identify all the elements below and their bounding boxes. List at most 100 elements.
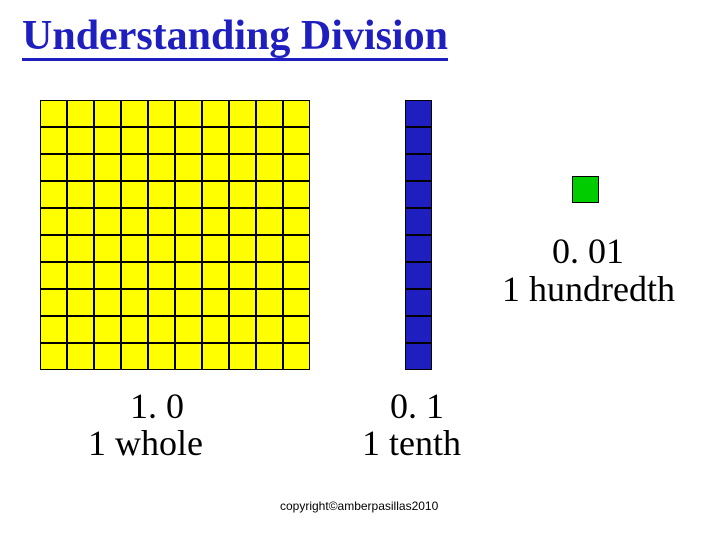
grid-cell	[40, 181, 67, 208]
grid-cell	[229, 343, 256, 370]
grid-cell	[94, 316, 121, 343]
grid-cell	[175, 100, 202, 127]
grid-cell	[405, 343, 432, 370]
grid-cell	[202, 289, 229, 316]
grid-cell	[121, 235, 148, 262]
grid-cell	[94, 208, 121, 235]
grid-cell	[94, 100, 121, 127]
grid-cell	[121, 208, 148, 235]
grid-cell	[148, 100, 175, 127]
grid-cell	[148, 127, 175, 154]
grid-cell	[229, 289, 256, 316]
grid-cell	[175, 127, 202, 154]
grid-cell	[229, 316, 256, 343]
grid-cell	[148, 154, 175, 181]
page-title: Understanding Division	[22, 14, 448, 61]
grid-cell	[67, 154, 94, 181]
grid-cell	[283, 208, 310, 235]
grid-cell	[121, 154, 148, 181]
grid-cell	[148, 235, 175, 262]
grid-cell	[67, 181, 94, 208]
grid-cell	[256, 343, 283, 370]
grid-cell	[40, 262, 67, 289]
grid-cell	[175, 208, 202, 235]
grid-cell	[148, 289, 175, 316]
grid-cell	[121, 316, 148, 343]
grid-cell	[202, 343, 229, 370]
grid-cell	[94, 235, 121, 262]
grid-cell	[202, 127, 229, 154]
grid-cell	[229, 262, 256, 289]
grid-cell	[175, 289, 202, 316]
grid-cell	[94, 154, 121, 181]
grid-cell	[94, 127, 121, 154]
grid-cell	[256, 208, 283, 235]
grid-cell	[202, 235, 229, 262]
grid-cell	[175, 316, 202, 343]
grid-cell	[229, 235, 256, 262]
grid-cell	[229, 181, 256, 208]
grid-cell	[202, 262, 229, 289]
grid-cell	[256, 100, 283, 127]
grid-cell	[67, 262, 94, 289]
grid-cell	[256, 289, 283, 316]
grid-cell	[67, 100, 94, 127]
grid-cell	[256, 181, 283, 208]
grid-cell	[405, 262, 432, 289]
tenth-grid	[405, 100, 432, 370]
grid-cell	[148, 343, 175, 370]
grid-cell	[256, 154, 283, 181]
tenth-number-label: 0. 1	[390, 385, 444, 427]
grid-cell	[67, 343, 94, 370]
grid-cell	[94, 289, 121, 316]
grid-cell	[121, 289, 148, 316]
grid-cell	[40, 289, 67, 316]
grid-cell	[40, 343, 67, 370]
tenth-text-label: 1 tenth	[362, 422, 461, 464]
grid-cell	[175, 235, 202, 262]
grid-cell	[94, 343, 121, 370]
grid-cell	[67, 316, 94, 343]
grid-cell	[405, 154, 432, 181]
grid-cell	[40, 100, 67, 127]
grid-cell	[148, 316, 175, 343]
grid-cell	[283, 235, 310, 262]
hundredth-number-label: 0. 01	[552, 230, 624, 272]
grid-cell	[40, 235, 67, 262]
grid-cell	[256, 262, 283, 289]
grid-cell	[67, 127, 94, 154]
grid-cell	[283, 100, 310, 127]
whole-text-label: 1 whole	[88, 422, 203, 464]
grid-cell	[229, 208, 256, 235]
hundredth-square	[572, 176, 599, 203]
grid-cell	[202, 316, 229, 343]
grid-cell	[67, 289, 94, 316]
grid-cell	[256, 316, 283, 343]
grid-cell	[405, 235, 432, 262]
grid-cell	[283, 289, 310, 316]
grid-cell	[202, 208, 229, 235]
grid-cell	[283, 181, 310, 208]
grid-cell	[40, 127, 67, 154]
grid-cell	[256, 235, 283, 262]
grid-cell	[405, 100, 432, 127]
whole-grid	[40, 100, 310, 370]
grid-cell	[175, 181, 202, 208]
grid-cell	[121, 181, 148, 208]
grid-cell	[121, 127, 148, 154]
grid-cell	[94, 181, 121, 208]
grid-cell	[148, 181, 175, 208]
grid-cell	[202, 100, 229, 127]
grid-cell	[67, 235, 94, 262]
grid-cell	[283, 127, 310, 154]
grid-cell	[175, 154, 202, 181]
grid-cell	[229, 100, 256, 127]
grid-cell	[40, 154, 67, 181]
grid-cell	[283, 262, 310, 289]
grid-cell	[405, 181, 432, 208]
grid-cell	[256, 127, 283, 154]
copyright-footer: copyright©amberpasillas2010	[280, 499, 438, 513]
whole-number-label: 1. 0	[130, 385, 184, 427]
grid-cell	[40, 316, 67, 343]
hundredth-text-label: 1 hundredth	[502, 268, 675, 310]
